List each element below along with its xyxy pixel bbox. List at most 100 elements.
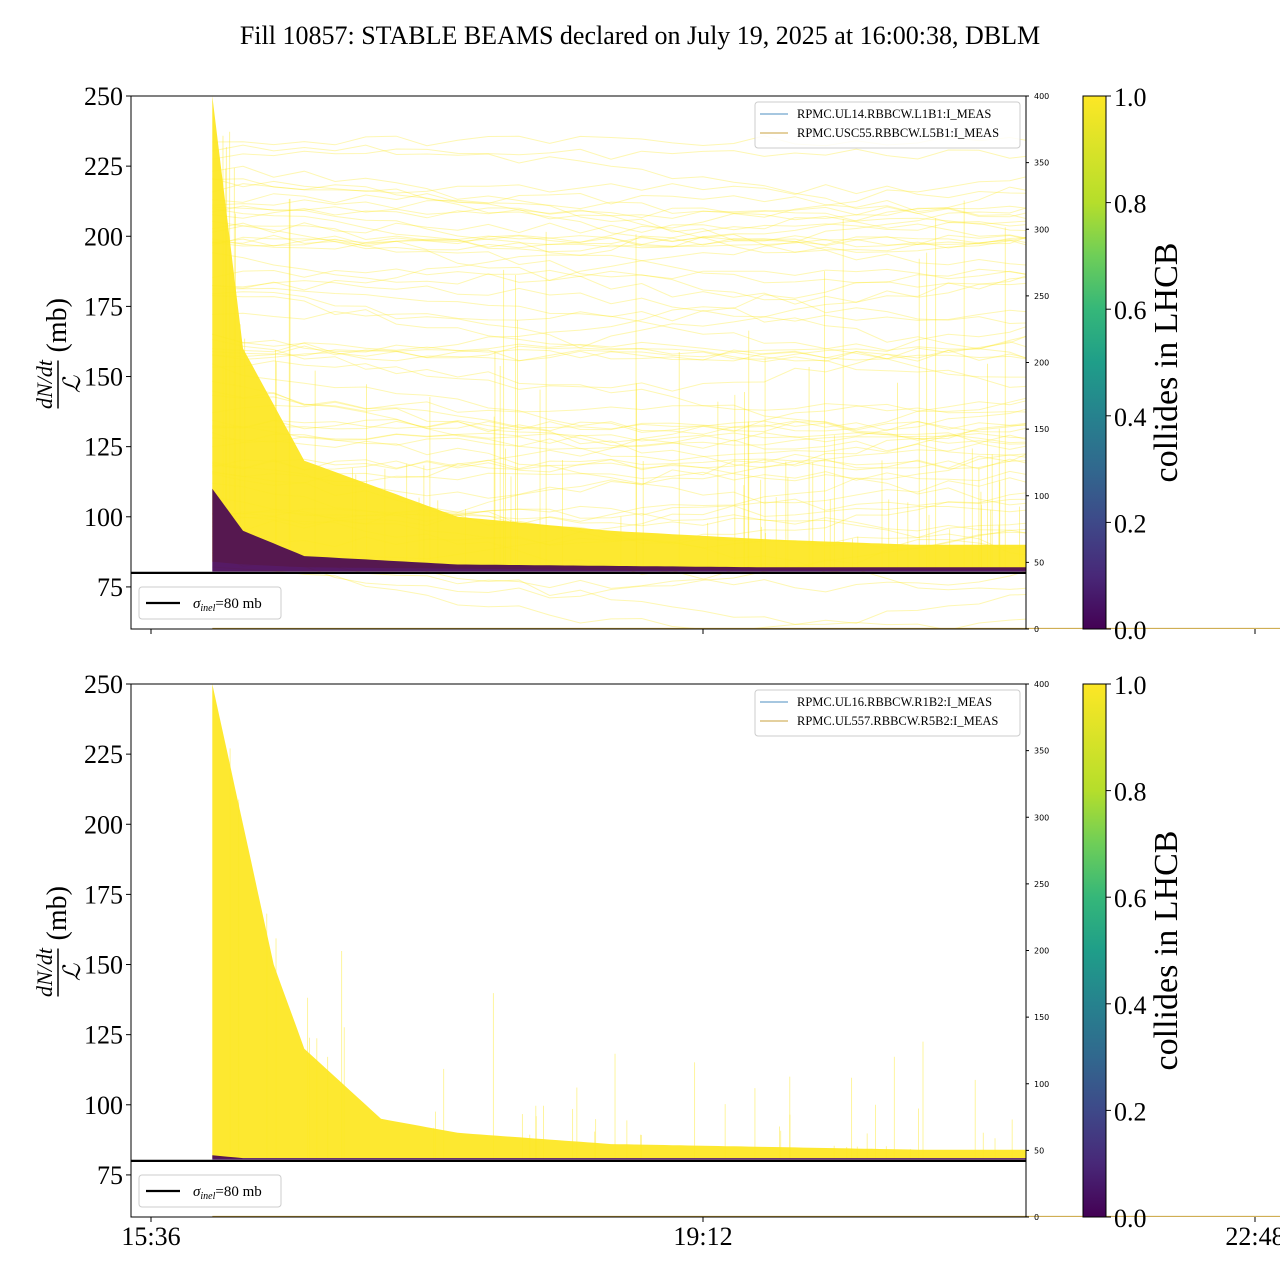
right-y-tick-label: 50 (1034, 1146, 1044, 1155)
right-y-tick-label: 0 (1034, 1213, 1039, 1222)
colliding-bunch-curve (212, 420, 1026, 433)
colliding-bunch-curve (212, 514, 1026, 534)
colliding-bunch-curve (212, 135, 1026, 147)
colliding-bunch-curve (212, 341, 1026, 353)
noncolliding-band (212, 1155, 1026, 1160)
colorbar-tick-label: 0.0 (1114, 1204, 1147, 1233)
colliding-bunch-curve (212, 148, 1026, 160)
colliding-bunch-curve (212, 234, 1026, 325)
y-tick-label: 100 (84, 1091, 123, 1120)
colliding-bunch-curve (212, 360, 1026, 444)
sigma-legend: σinel=80 mb (138, 1174, 282, 1208)
colliding-bunch-curve (212, 454, 1026, 525)
colliding-bunch-curve (212, 287, 1026, 378)
colorbar-tick-label: 0.8 (1114, 778, 1147, 807)
colliding-bunch-curve (212, 207, 1026, 285)
colliding-bunch-curve (212, 335, 1026, 392)
colorbar (1082, 95, 1107, 630)
y-tick-label: 75 (97, 573, 123, 602)
colliding-bunch-curve (212, 221, 1026, 234)
colliding-bunch-curve (212, 186, 1026, 253)
colliding-bunch-curve (212, 225, 1026, 305)
x-tick-label: 19:12 (673, 1222, 732, 1251)
right-y-tick-label: 100 (1034, 492, 1049, 501)
rp-legend: RPMC.UL16.RBBCW.R1B2:I_MEAS RPMC.UL557.RB… (754, 689, 1021, 737)
colliding-bunch-curve (212, 165, 1026, 252)
right-y-tick-label: 200 (1034, 359, 1049, 368)
right-y-tick-label: 200 (1034, 947, 1049, 956)
colorbar-tick-label: 0.6 (1114, 296, 1147, 325)
y-tick-label: 225 (84, 740, 123, 769)
right-y-tick-label: 400 (1034, 680, 1049, 689)
legend-entry: RPMC.UL14.RBBCW.L1B1:I_MEAS (797, 107, 991, 121)
y-tick-label: 250 (84, 82, 123, 111)
colliding-bunch-curve (212, 473, 1026, 549)
colliding-bunch-curve (212, 177, 1026, 266)
colliding-bunch-curve (212, 505, 1026, 517)
sigma-legend-label: σinel=80 mb (193, 1184, 262, 1202)
legend-entry: RPMC.UL16.RBBCW.R1B2:I_MEAS (797, 695, 992, 709)
colorbar-label: collides in LHCB (1148, 831, 1185, 1071)
colliding-bunch-curve (212, 349, 1026, 362)
colliding-band (212, 96, 1026, 571)
colorbar-tick-label: 0.4 (1114, 403, 1147, 432)
colliding-bunch-curve (212, 401, 1026, 414)
right-y-tick-label: 0 (1034, 625, 1039, 634)
colliding-bunch-curve (212, 205, 1026, 288)
y-tick-label: 200 (84, 222, 123, 251)
right-y-tick-label: 300 (1034, 813, 1049, 822)
colorbar-tick-label: 0.4 (1114, 991, 1147, 1020)
colliding-bunch-curve (212, 206, 1026, 219)
plot-area (212, 96, 1026, 629)
sigma-legend-label: σinel=80 mb (193, 596, 262, 614)
colliding-bunch-curve (212, 442, 1026, 532)
colorbar-label: collides in LHCB (1148, 243, 1185, 483)
right-y-tick-label: 100 (1034, 1080, 1049, 1089)
colliding-bunch-curve (212, 178, 1026, 254)
right-y-tick-label: 250 (1034, 880, 1049, 889)
right-y-tick-label: 150 (1034, 425, 1049, 434)
legend-entry: RPMC.UL557.RBBCW.R5B2:I_MEAS (797, 714, 998, 728)
y-tick-label: 150 (84, 363, 123, 392)
colliding-bunch-curve (212, 508, 1026, 556)
y-label-numerator: dN/dt (32, 947, 57, 997)
colliding-bunch-curve (212, 425, 1026, 511)
sigma-legend: σinel=80 mb (138, 586, 282, 620)
y-tick-label: 125 (84, 433, 123, 462)
y-tick-label: 150 (84, 951, 123, 980)
colliding-bunch-curve (212, 205, 1026, 291)
colliding-bunch-curve (212, 291, 1026, 363)
colliding-bunch-curve (212, 345, 1026, 388)
sigma-legend-box (138, 586, 282, 620)
colliding-bunch-curve (212, 268, 1026, 353)
figure-title: Fill 10857: STABLE BEAMS declared on Jul… (240, 21, 1040, 50)
right-y-tick-label: 350 (1034, 747, 1049, 756)
colliding-bunch-curve (212, 528, 1026, 589)
colliding-bunch-curve (212, 400, 1026, 484)
colliding-bunch-curve (212, 531, 1026, 599)
right-y-tick-label: 250 (1034, 292, 1049, 301)
right-y-tick-label: 150 (1034, 1013, 1049, 1022)
colliding-bunch-curve (212, 380, 1026, 447)
colliding-bunch-curve (212, 199, 1026, 239)
right-y-tick-label: 350 (1034, 159, 1049, 168)
colliding-bunch-curve (212, 207, 1026, 225)
y-tick-label: 175 (84, 880, 123, 909)
colliding-bunch-curve (212, 349, 1026, 362)
colorbar-tick-label: 1.0 (1114, 671, 1147, 700)
x-tick-label: 22:48 (1225, 1222, 1280, 1251)
y-label-denominator: ℒ (60, 963, 86, 981)
y-axis-label: dN/dt ℒ (mb) (32, 886, 86, 997)
colliding-bunch-curve (212, 535, 1026, 550)
colliding-bunch-curve (212, 566, 1026, 629)
colliding-bunch-curve (212, 477, 1026, 563)
y-label-numerator: dN/dt (32, 359, 57, 409)
rp-legend: RPMC.UL14.RBBCW.L1B1:I_MEAS RPMC.USC55.RB… (754, 101, 1021, 149)
x-tick-label: 15:36 (121, 1222, 180, 1251)
y-label-unit: (mb) (42, 886, 73, 940)
y-tick-label: 125 (84, 1021, 123, 1050)
noncolliding-band (212, 488, 1026, 572)
y-tick-label: 200 (84, 810, 123, 839)
colliding-bunch-curve (212, 419, 1026, 431)
